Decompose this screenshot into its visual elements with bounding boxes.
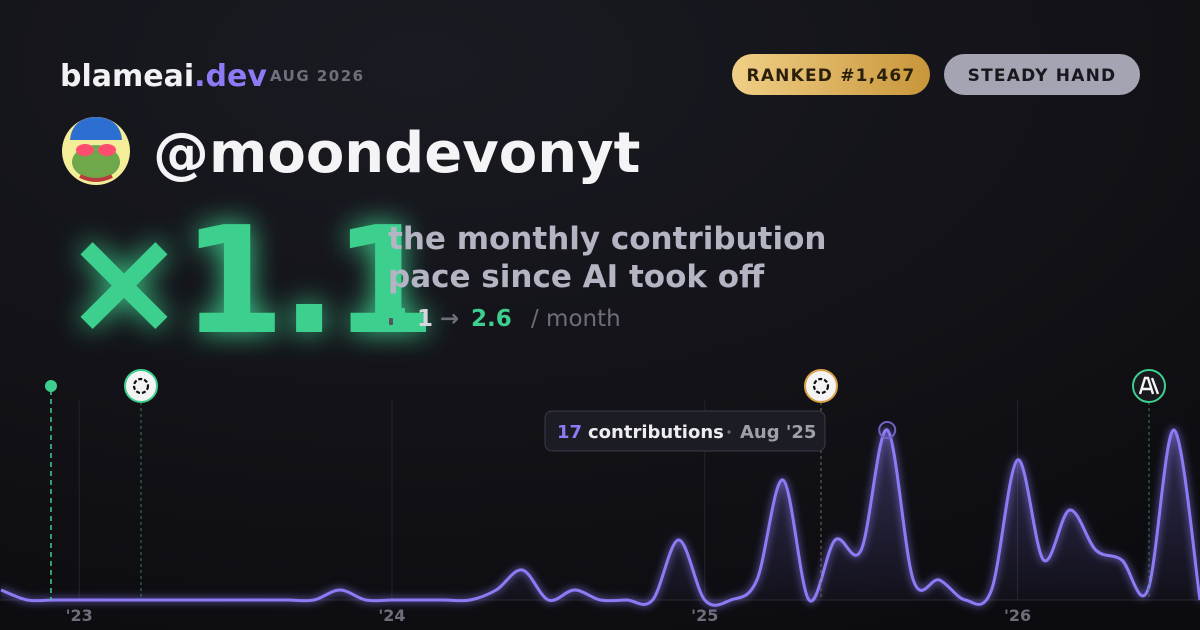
- rank-text: RANKED #1,467: [747, 66, 916, 86]
- events: [45, 369, 1166, 600]
- handle: @moondevonyt: [153, 121, 640, 186]
- openai-icon: [132, 377, 150, 395]
- anthropic-icon: [1138, 376, 1160, 395]
- tooltip: 17 contributions Aug '25: [544, 410, 826, 452]
- x-tick-label: '23: [66, 606, 93, 625]
- pace-icon: [389, 318, 393, 325]
- style-badge: [944, 54, 1140, 95]
- tooltip-date: Aug '25: [740, 422, 816, 443]
- brand-name: blameai: [60, 59, 194, 94]
- brand: blameai.dev: [60, 59, 267, 94]
- multiplier: ×1.1: [62, 195, 432, 367]
- avatar: [62, 117, 130, 185]
- x-tick-label: '24: [378, 606, 405, 625]
- x-tick-label: '26: [1004, 606, 1031, 625]
- tooltip-label: contributions: [588, 422, 724, 443]
- openai-icon: [804, 369, 838, 403]
- tooltip-separator: [727, 430, 731, 434]
- pace-arrow: →: [440, 306, 459, 332]
- tooltip-box: [544, 410, 826, 452]
- caption-line: pace since AI took off: [388, 259, 765, 295]
- x-tick-label: '25: [691, 606, 718, 625]
- anthropic-icon: [1132, 369, 1166, 403]
- pace-unit: / month: [531, 306, 621, 332]
- openai-icon: [124, 369, 158, 403]
- date: AUG 2026: [270, 67, 365, 85]
- pace-from: 1: [417, 306, 433, 332]
- tooltip-value: 17: [557, 422, 582, 443]
- pace-to: 2.6: [471, 306, 512, 332]
- highlight-point: [878, 421, 897, 439]
- pace: 1 → 2.6 / month: [417, 306, 621, 332]
- brand-tld: .dev: [194, 59, 267, 94]
- rank-badge: [732, 54, 930, 95]
- area: [1, 429, 1200, 606]
- style-text: STEADY HAND: [968, 66, 1117, 86]
- line: [0, 428, 1200, 607]
- openai-icon: [812, 377, 830, 395]
- event-dot: [45, 380, 57, 392]
- pace-icon: [399, 308, 405, 325]
- caption-line: the monthly contribution: [388, 221, 826, 257]
